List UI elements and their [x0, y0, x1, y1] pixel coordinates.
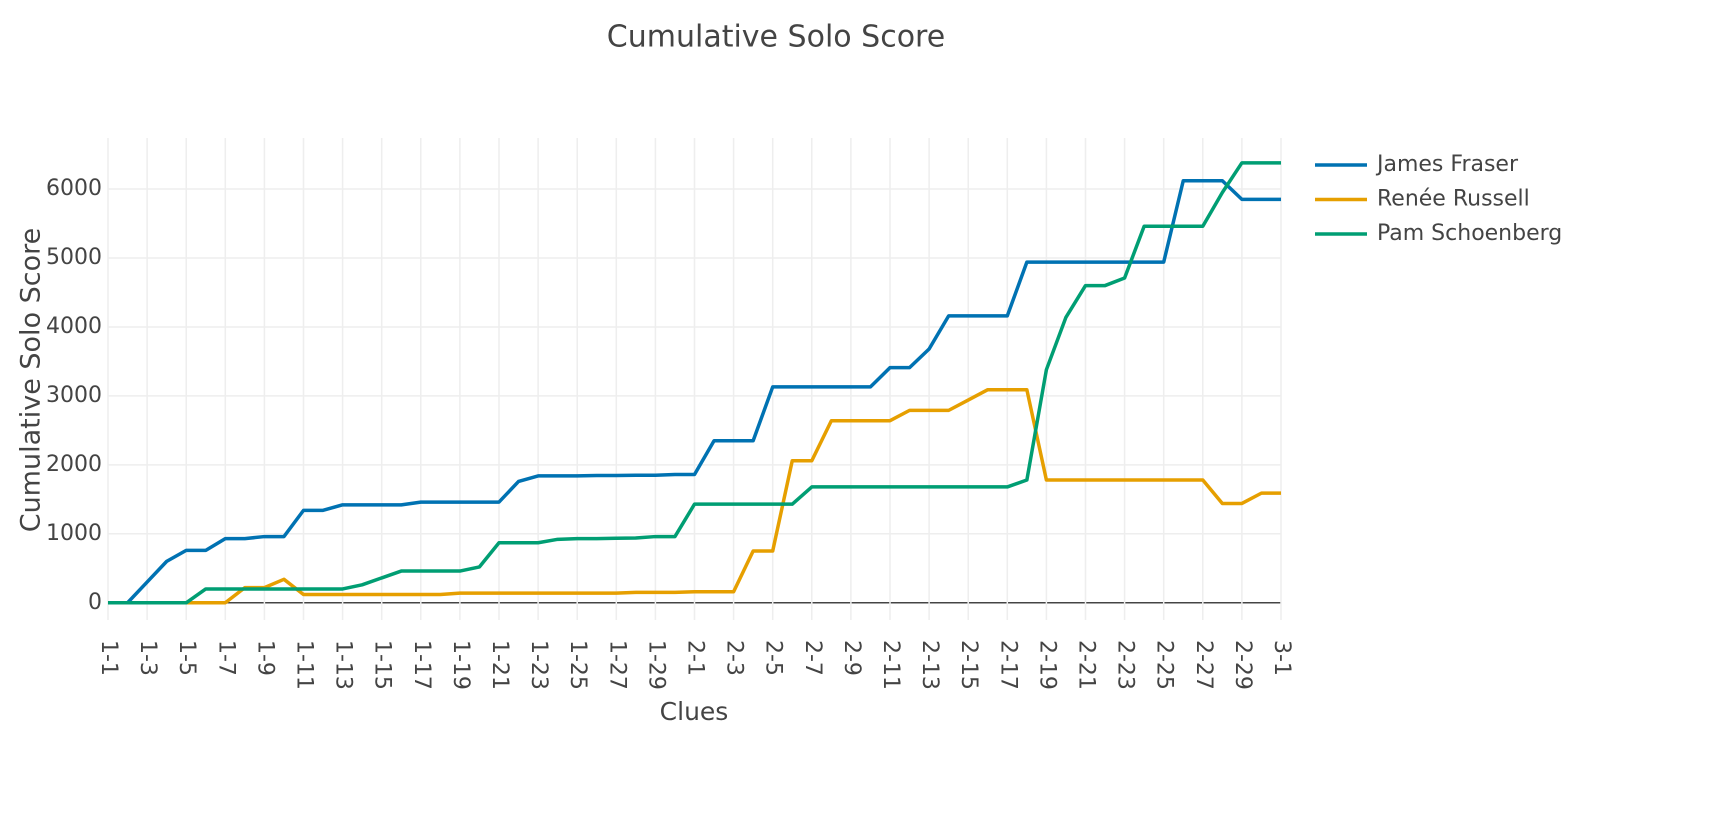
- legend-label: Renée Russell: [1377, 187, 1530, 212]
- x-tick-label: 2-15: [956, 640, 981, 690]
- x-tick-label: 2-21: [1074, 640, 1099, 690]
- x-tick-label: 2-7: [800, 640, 825, 676]
- x-tick-label: 1-21: [487, 640, 512, 690]
- x-axis-title: Clues: [660, 697, 729, 726]
- x-tick-label: 1-1: [96, 640, 121, 676]
- plot: [108, 161, 1281, 605]
- x-tick-label: 2-5: [761, 640, 786, 676]
- y-axis-title: Cumulative Solo Score: [16, 228, 47, 533]
- x-tick-label: 1-29: [643, 640, 668, 690]
- x-tick-label: 1-25: [565, 640, 590, 690]
- x-tick-label: 1-7: [213, 640, 238, 676]
- x-tick-label: 2-11: [878, 640, 903, 690]
- legend-label: James Fraser: [1375, 152, 1519, 177]
- x-tick-label: 2-1: [683, 640, 708, 676]
- x-tick-label: 2-23: [1113, 640, 1138, 690]
- x-tick-label: 2-25: [1152, 640, 1177, 690]
- x-tick-label: 1-27: [604, 640, 629, 690]
- x-tick-label: 2-29: [1230, 640, 1255, 690]
- y-tick-label: 5000: [46, 245, 102, 270]
- series-line: [108, 161, 1281, 605]
- legend-label: Pam Schoenberg: [1377, 221, 1562, 246]
- x-tick-label: 1-23: [526, 640, 551, 690]
- x-tick-label: 3-1: [1269, 640, 1294, 676]
- y-tick-label: 1000: [46, 521, 102, 546]
- x-tick-label: 2-13: [917, 640, 942, 690]
- x-tick-label: 2-9: [839, 640, 864, 676]
- x-tick-label: 1-3: [135, 640, 160, 676]
- x-tick-label: 2-27: [1191, 640, 1216, 690]
- y-tick-label: 0: [88, 590, 102, 615]
- y-tick-label: 3000: [46, 383, 102, 408]
- x-tick-label: 1-15: [370, 640, 395, 690]
- grid: 0 1000 2000 3000 4000 5000 6000 1-1 1-3 1-5 1-7 1-9…: [46, 138, 1294, 690]
- x-tick-label: 2-19: [1034, 640, 1059, 690]
- x-tick-label: 1-11: [292, 640, 317, 690]
- series-line: [108, 387, 1281, 605]
- y-tick-label: 4000: [46, 314, 102, 339]
- x-tick-label: 1-9: [252, 640, 277, 676]
- x-tick-label: 1-17: [409, 640, 434, 690]
- x-tick-label: 1-19: [448, 640, 473, 690]
- x-tick-label: 2-17: [995, 640, 1020, 690]
- y-tick-label: 6000: [46, 176, 102, 201]
- x-tick-label: 1-13: [331, 640, 356, 690]
- y-tick-label: 2000: [46, 452, 102, 477]
- x-tick-label: 2-3: [722, 640, 747, 676]
- x-tick-label: 1-5: [174, 640, 199, 676]
- chart-title: Cumulative Solo Score: [607, 20, 945, 55]
- legend: James Fraser Renée Russell Pam Schoenberg: [1315, 152, 1562, 246]
- series-line: [108, 179, 1281, 605]
